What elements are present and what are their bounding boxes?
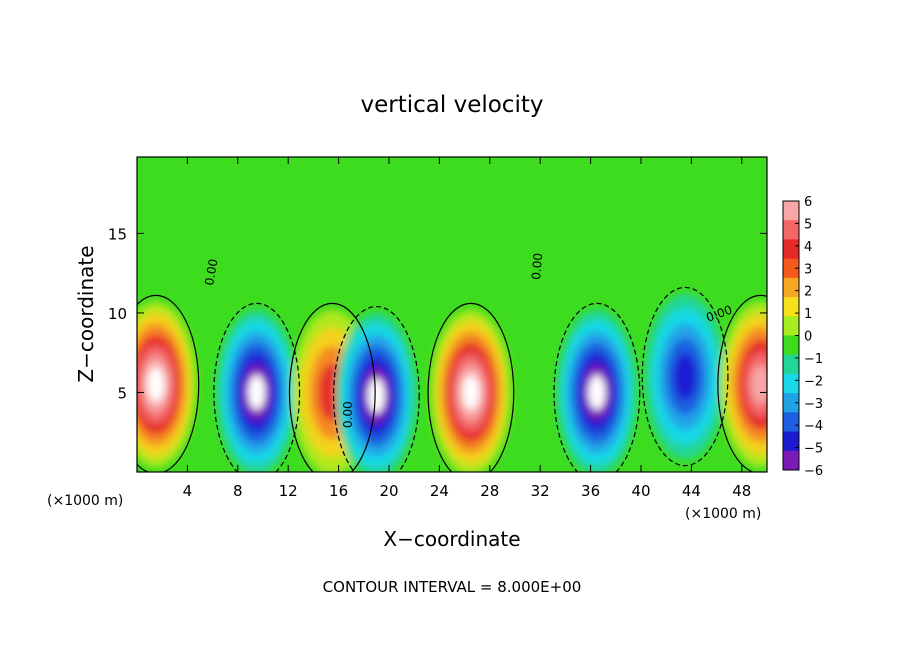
colorbar-swatch bbox=[783, 335, 799, 356]
contour-label-2: 0.00 bbox=[341, 401, 355, 428]
y-tick-label: 15 bbox=[108, 225, 127, 243]
colorbar-tick-label: 0 bbox=[804, 330, 812, 345]
chart-title: vertical velocity bbox=[361, 92, 544, 118]
colorbar-swatch bbox=[783, 220, 799, 240]
field-blobs bbox=[137, 293, 767, 472]
zero-contour bbox=[288, 302, 376, 472]
colorbar-tick-label: −4 bbox=[804, 419, 823, 434]
zero-contour bbox=[641, 286, 729, 467]
plot-frame bbox=[136, 156, 768, 473]
zero-contour bbox=[137, 294, 200, 472]
colorbar-tick-label: −1 bbox=[804, 352, 823, 367]
colorbar-tick-label: 2 bbox=[804, 285, 812, 300]
downdraft-level bbox=[588, 375, 606, 410]
colorbar-swatch bbox=[783, 373, 799, 394]
colorbar-tick-label: 6 bbox=[804, 195, 812, 210]
updraft-level bbox=[147, 367, 165, 402]
colorbar-swatch bbox=[783, 277, 799, 298]
x-tick-label: 16 bbox=[329, 482, 348, 500]
y-tick-label: 10 bbox=[108, 305, 127, 323]
x-axis: 4 8 12 16 20 24 28 32 36 40 44 48 bbox=[183, 157, 751, 500]
y-axis: 5 10 15 bbox=[108, 225, 767, 402]
x-tick-label: 8 bbox=[233, 482, 243, 500]
zero-contour bbox=[332, 305, 420, 472]
x-unit-label-left: (×1000 m) bbox=[47, 493, 123, 509]
colorbar-tick-label: −5 bbox=[804, 442, 823, 457]
colorbar-tick-label: 3 bbox=[804, 262, 812, 277]
y-tick-label: 5 bbox=[117, 384, 127, 402]
contour-lines bbox=[137, 286, 767, 472]
colorbar-swatch bbox=[783, 316, 799, 336]
colorbar-swatch bbox=[783, 258, 799, 279]
x-tick-label: 32 bbox=[531, 482, 550, 500]
downdraft-level bbox=[248, 375, 266, 410]
colorbar-swatch bbox=[783, 354, 799, 375]
x-tick-label: 36 bbox=[581, 482, 600, 500]
colorbar-swatch bbox=[783, 297, 799, 317]
colorbar-tick-label: −2 bbox=[804, 374, 823, 389]
x-tick-label: 4 bbox=[183, 482, 193, 500]
contour-interval-footer: CONTOUR INTERVAL = 8.000E+00 bbox=[323, 578, 582, 596]
colorbar-swatch bbox=[783, 239, 799, 260]
updraft-level bbox=[750, 364, 767, 405]
y-axis-title: Z−coordinate bbox=[74, 245, 98, 382]
colorbar: 6 5 4 3 2 1 0 −1 −2 −3 −4 −5 −6 bbox=[782, 195, 823, 479]
x-axis-title: X−coordinate bbox=[383, 527, 520, 551]
colorbar-swatch bbox=[783, 450, 799, 471]
colorbar-swatch bbox=[783, 201, 799, 221]
plot-area bbox=[137, 157, 767, 472]
colorbar-tick-label: 4 bbox=[804, 240, 812, 255]
colorbar-swatch bbox=[783, 431, 799, 452]
zero-contour bbox=[213, 302, 301, 472]
contour-label-1: 0.00 bbox=[202, 258, 220, 287]
x-unit-label-right: (×1000 m) bbox=[685, 506, 761, 522]
x-tick-label: 28 bbox=[480, 482, 499, 500]
colorbar-swatch bbox=[783, 412, 799, 433]
zero-contour bbox=[553, 302, 641, 472]
colorbar-swatch bbox=[783, 393, 799, 413]
zero-contour bbox=[717, 294, 767, 472]
x-tick-label: 12 bbox=[279, 482, 298, 500]
zero-contour bbox=[427, 302, 515, 472]
updraft-level bbox=[462, 375, 480, 410]
x-tick-label: 44 bbox=[682, 482, 701, 500]
x-tick-label: 24 bbox=[430, 482, 449, 500]
x-tick-label: 20 bbox=[379, 482, 398, 500]
contour-label-3: 0.00 bbox=[529, 252, 545, 280]
x-tick-label: 48 bbox=[732, 482, 751, 500]
downdraft-level bbox=[367, 378, 385, 414]
colorbar-tick-label: −3 bbox=[804, 397, 823, 412]
colorbar-tick-label: 1 bbox=[804, 307, 812, 322]
colorbar-tick-label: 5 bbox=[804, 217, 812, 232]
downdraft-level bbox=[673, 352, 697, 401]
x-tick-label: 40 bbox=[631, 482, 650, 500]
colorbar-tick-label: −6 bbox=[804, 464, 823, 479]
